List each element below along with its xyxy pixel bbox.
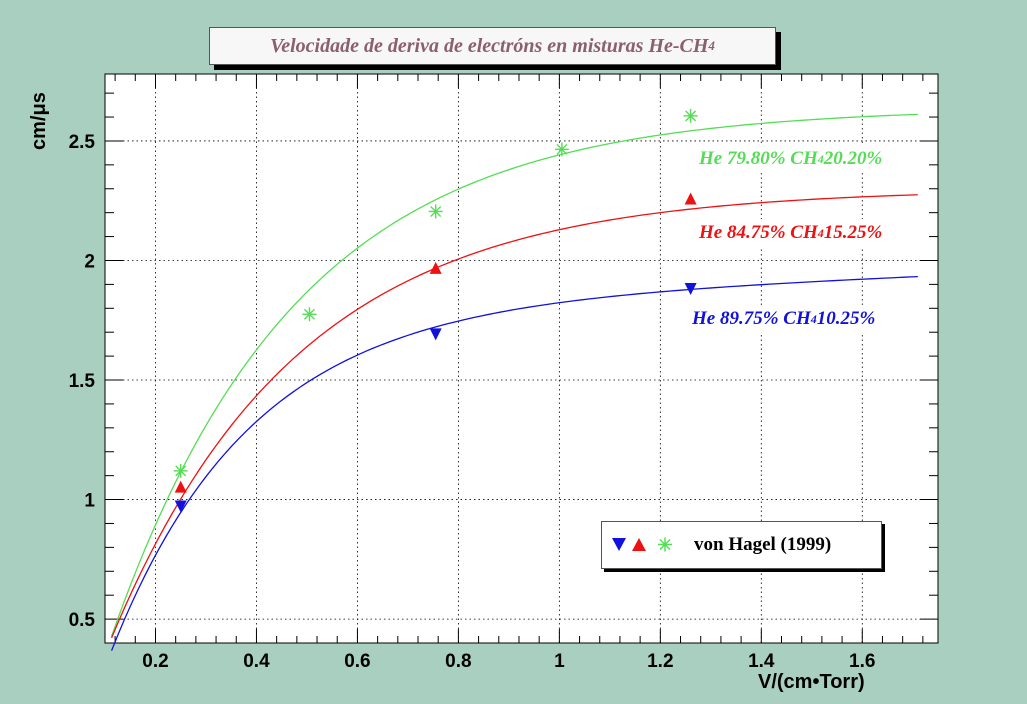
legend-symbols	[612, 537, 672, 552]
series-label-blue-main: He 89.75% CH	[692, 308, 811, 329]
asterisk-stroke	[175, 465, 187, 477]
x-tick-label: 0.4	[243, 651, 270, 672]
x-tick-label: 1.2	[647, 651, 673, 672]
series-label-green: He 79.80% CH 4 20.20%	[695, 145, 887, 173]
x-tick-label: 1.6	[849, 651, 875, 672]
asterisk-stroke	[303, 308, 315, 320]
data-point-green	[302, 307, 317, 322]
data-point-blue	[174, 500, 187, 513]
data-point-red	[429, 261, 442, 274]
series-label-green-sub: 4	[817, 151, 824, 166]
asterisk-stroke	[685, 110, 697, 122]
data-point-red	[684, 192, 697, 205]
fit-curve-red	[110, 194, 918, 639]
y-tick-label: 2	[84, 251, 95, 272]
legend-triangle-up-icon	[632, 538, 646, 551]
legend: von Hagel (1999)	[601, 521, 882, 569]
series-label-green-main: He 79.80% CH	[699, 148, 818, 169]
series-label-green-tail: 20.20%	[823, 148, 883, 169]
y-tick-label: 0.5	[69, 610, 96, 631]
x-tick-label: 0.6	[344, 651, 370, 672]
x-tick-label: 1.4	[748, 651, 775, 672]
chart-title-text: Velocidade de deriva de electróns en mis…	[270, 34, 709, 57]
data-point-green	[554, 142, 569, 157]
series-label-red-main: He 84.75% CH	[699, 222, 818, 243]
data-point-green	[173, 463, 188, 478]
data-point-blue	[429, 328, 442, 341]
legend-triangle-down-icon	[612, 538, 626, 551]
x-tick-label: 1	[554, 651, 565, 672]
series-label-blue-tail: 10.25%	[816, 308, 876, 329]
series-label-red: He 84.75% CH 4 15.25%	[695, 219, 887, 247]
legend-asterisk-icon	[658, 537, 672, 552]
x-tick-label: 0.8	[445, 651, 471, 672]
y-axis-title: cm/μs	[28, 92, 50, 150]
x-tick-label: 0.2	[142, 651, 168, 672]
series-label-blue: He 89.75% CH 4 10.25%	[688, 305, 880, 333]
asterisk-stroke	[430, 205, 442, 217]
series-label-blue-sub: 4	[810, 311, 817, 326]
fit-curve-green	[110, 113, 918, 637]
series-label-red-tail: 15.25%	[823, 222, 883, 243]
legend-text: von Hagel (1999)	[694, 534, 832, 555]
y-tick-label: 1.5	[69, 371, 96, 392]
chart-title-subscript: 4	[708, 38, 715, 53]
series-label-red-sub: 4	[817, 225, 824, 240]
data-point-green	[683, 108, 698, 123]
y-tick-label: 2.5	[69, 132, 96, 153]
fit-curve-blue	[110, 275, 918, 651]
data-point-blue	[684, 282, 697, 295]
x-axis-title: V/(cm•Torr)	[758, 671, 865, 693]
chart-title: Velocidade de deriva de electróns en mis…	[209, 27, 776, 65]
data-point-green	[428, 204, 443, 219]
y-tick-label: 1	[84, 491, 95, 512]
data-point-red	[174, 480, 187, 493]
asterisk-stroke	[556, 143, 568, 155]
